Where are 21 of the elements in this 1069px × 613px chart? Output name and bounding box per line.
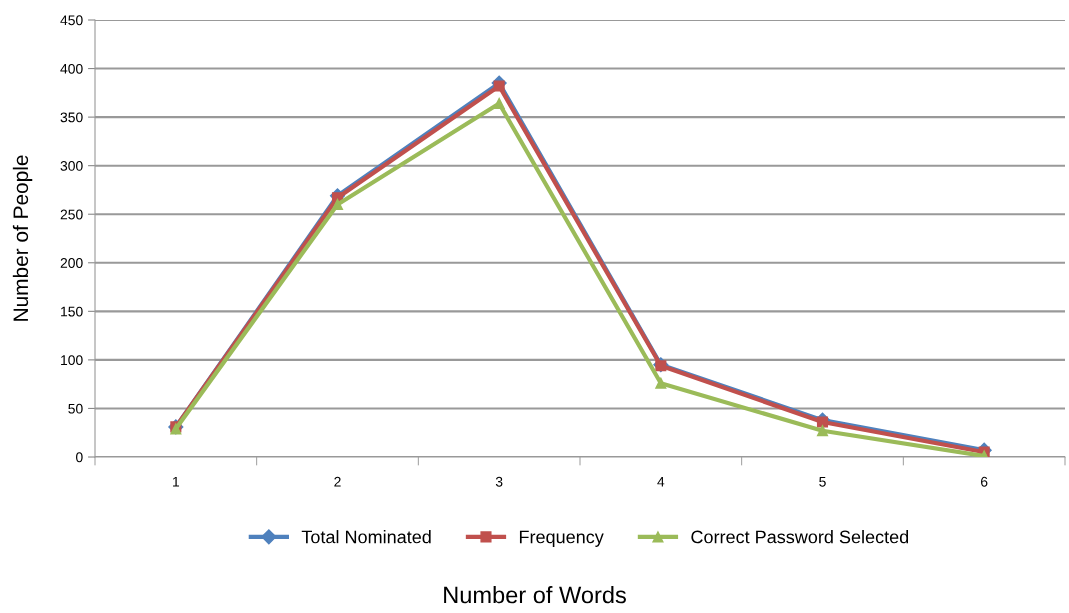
- legend-label: Correct Password Selected: [691, 530, 909, 544]
- x-axis-title: Number of Words: [444, 585, 626, 604]
- y-tick-label: 450: [60, 15, 83, 26]
- y-tick-label: 250: [60, 209, 83, 220]
- y-tick-label: 400: [60, 63, 83, 74]
- y-tick-label: 350: [60, 112, 83, 123]
- x-tick-label: 6: [981, 476, 988, 487]
- y-axis-title: Number of People: [12, 155, 33, 321]
- y-tick-label: 150: [61, 306, 83, 317]
- legend-label: Total Nominated: [301, 530, 431, 544]
- x-tick-label: 5: [819, 476, 826, 487]
- x-tick-label: 2: [334, 476, 341, 487]
- x-tick-label: 1: [173, 476, 180, 487]
- legend-label: Frequency: [519, 530, 604, 547]
- y-tick-label: 50: [68, 403, 83, 414]
- y-tick-label: 100: [61, 355, 83, 366]
- y-tick-label: 300: [60, 161, 83, 171]
- x-tick-label: 4: [657, 476, 665, 487]
- y-tick-label: 0: [76, 452, 83, 463]
- x-tick-label: 3: [495, 476, 503, 487]
- y-tick-label: 200: [60, 258, 83, 268]
